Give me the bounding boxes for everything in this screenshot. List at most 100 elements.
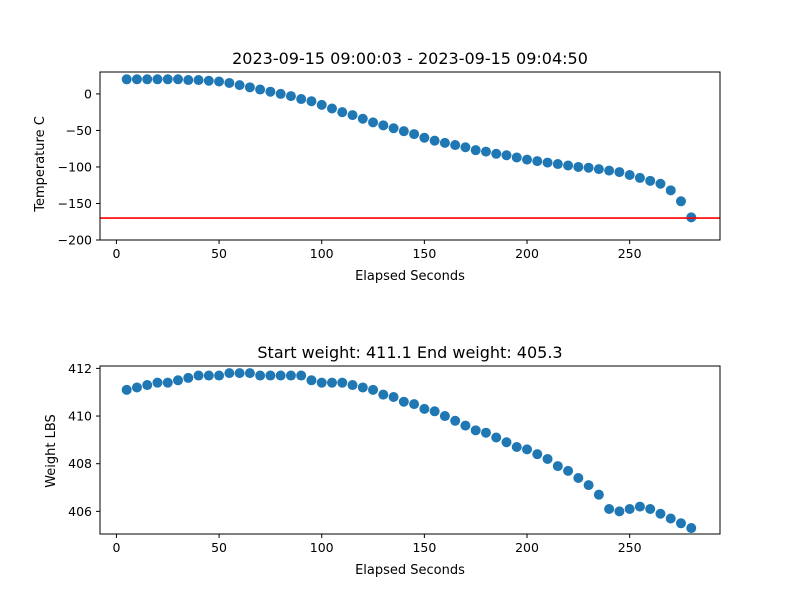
weight-y-tick-label: 406 bbox=[68, 504, 92, 519]
temperature-data-point bbox=[265, 86, 276, 97]
temperature-data-point bbox=[388, 123, 399, 134]
temperature-y-tick-label: 0 bbox=[84, 86, 92, 101]
temperature-data-point bbox=[634, 172, 645, 183]
weight-data-point bbox=[593, 489, 604, 500]
temperature-data-point bbox=[121, 74, 132, 85]
temperature-data-point bbox=[491, 148, 502, 159]
weight-data-point bbox=[439, 411, 450, 422]
temperature-x-tick-label: 0 bbox=[112, 246, 120, 261]
weight-data-point bbox=[511, 442, 522, 453]
temperature-data-point bbox=[275, 88, 286, 99]
weight-data-point bbox=[450, 415, 461, 426]
temperature-data-point bbox=[224, 77, 235, 88]
temperature-data-point bbox=[368, 117, 379, 128]
temperature-data-point bbox=[552, 159, 563, 170]
weight-data-point bbox=[398, 396, 409, 407]
weight-data-point bbox=[624, 503, 635, 514]
weight-data-point bbox=[368, 384, 379, 395]
temperature-data-point bbox=[511, 152, 522, 163]
temperature-y-tick-label: −150 bbox=[58, 196, 92, 211]
weight-data-point bbox=[296, 370, 307, 381]
weight-data-point bbox=[214, 370, 225, 381]
weight-data-point bbox=[491, 432, 502, 443]
weight-data-point bbox=[604, 503, 615, 514]
temperature-data-point bbox=[614, 167, 625, 178]
temperature-y-tick-label: −200 bbox=[58, 233, 92, 248]
weight-data-point bbox=[162, 377, 173, 388]
temperature-data-point bbox=[142, 74, 153, 85]
temperature-data-point bbox=[152, 74, 163, 85]
temperature-data-point bbox=[409, 129, 420, 140]
weight-data-point bbox=[142, 380, 153, 391]
weight-data-point bbox=[409, 399, 420, 410]
temperature-data-point bbox=[214, 76, 225, 87]
temperature-data-point bbox=[244, 82, 255, 93]
weight-data-point bbox=[675, 518, 686, 529]
temperature-data-point bbox=[573, 161, 584, 172]
temperature-data-point bbox=[532, 156, 543, 167]
weight-x-axis-label: Elapsed Seconds bbox=[355, 563, 465, 578]
temperature-data-point bbox=[234, 80, 245, 91]
weight-data-point bbox=[316, 377, 327, 388]
temperature-data-point bbox=[593, 164, 604, 175]
weight-data-point bbox=[634, 501, 645, 512]
temperature-data-point bbox=[439, 137, 450, 148]
temperature-x-tick-label: 250 bbox=[618, 246, 642, 261]
temperature-data-point bbox=[675, 196, 686, 207]
temperature-panel: 2023-09-15 09:00:03 - 2023-09-15 09:04:5… bbox=[33, 49, 721, 284]
temperature-data-point bbox=[645, 175, 656, 186]
temperature-x-tick-label: 150 bbox=[412, 246, 436, 261]
temperature-data-point bbox=[665, 185, 676, 196]
weight-y-tick-label: 408 bbox=[68, 456, 92, 471]
temperature-data-point bbox=[183, 75, 194, 86]
temperature-data-point bbox=[347, 110, 358, 121]
temperature-data-point bbox=[162, 74, 173, 85]
temperature-data-point bbox=[624, 169, 635, 180]
weight-data-point bbox=[429, 406, 440, 417]
weight-data-point bbox=[275, 370, 286, 381]
temperature-data-point bbox=[604, 165, 615, 176]
weight-axes-frame bbox=[99, 365, 721, 535]
temperature-data-point bbox=[655, 178, 666, 189]
temperature-data-point bbox=[131, 74, 142, 85]
weight-x-tick-label: 100 bbox=[310, 540, 334, 555]
weight-data-point bbox=[532, 449, 543, 460]
temperature-data-point bbox=[470, 145, 481, 156]
weight-x-tick-label: 200 bbox=[515, 540, 539, 555]
weight-chart-title: Start weight: 411.1 End weight: 405.3 bbox=[257, 343, 562, 362]
weight-data-point bbox=[347, 380, 358, 391]
weight-data-point bbox=[470, 425, 481, 436]
weight-data-point bbox=[193, 370, 204, 381]
weight-data-point bbox=[326, 377, 337, 388]
weight-y-tick-label: 410 bbox=[68, 409, 92, 424]
temperature-data-point bbox=[173, 74, 184, 85]
temperature-data-point bbox=[316, 99, 327, 110]
weight-x-tick-label: 0 bbox=[112, 540, 120, 555]
temperature-data-point bbox=[501, 150, 512, 161]
temperature-chart-title: 2023-09-15 09:00:03 - 2023-09-15 09:04:5… bbox=[232, 49, 588, 68]
weight-data-point bbox=[419, 403, 430, 414]
weight-data-point bbox=[121, 384, 132, 395]
weight-panel: Start weight: 411.1 End weight: 405.3 El… bbox=[44, 343, 721, 578]
temperature-data-point bbox=[255, 84, 266, 95]
weight-data-point bbox=[244, 368, 255, 379]
weight-data-point bbox=[378, 389, 389, 400]
temperature-data-point bbox=[460, 142, 471, 153]
weight-data-point bbox=[357, 382, 368, 393]
temperature-data-point bbox=[398, 126, 409, 137]
weight-data-point bbox=[522, 444, 533, 455]
temperature-x-tick-label: 200 bbox=[515, 246, 539, 261]
temperature-data-point bbox=[203, 75, 214, 86]
temperature-data-point bbox=[450, 140, 461, 151]
temperature-x-axis-label: Elapsed Seconds bbox=[355, 269, 465, 284]
weight-data-point bbox=[645, 503, 656, 514]
weight-data-point bbox=[614, 506, 625, 517]
weight-data-point bbox=[542, 453, 553, 464]
weight-data-point bbox=[388, 391, 399, 402]
temperature-data-point bbox=[337, 107, 348, 118]
temperature-data-point bbox=[583, 162, 594, 173]
weight-data-point bbox=[131, 382, 142, 393]
temperature-data-point bbox=[357, 113, 368, 124]
